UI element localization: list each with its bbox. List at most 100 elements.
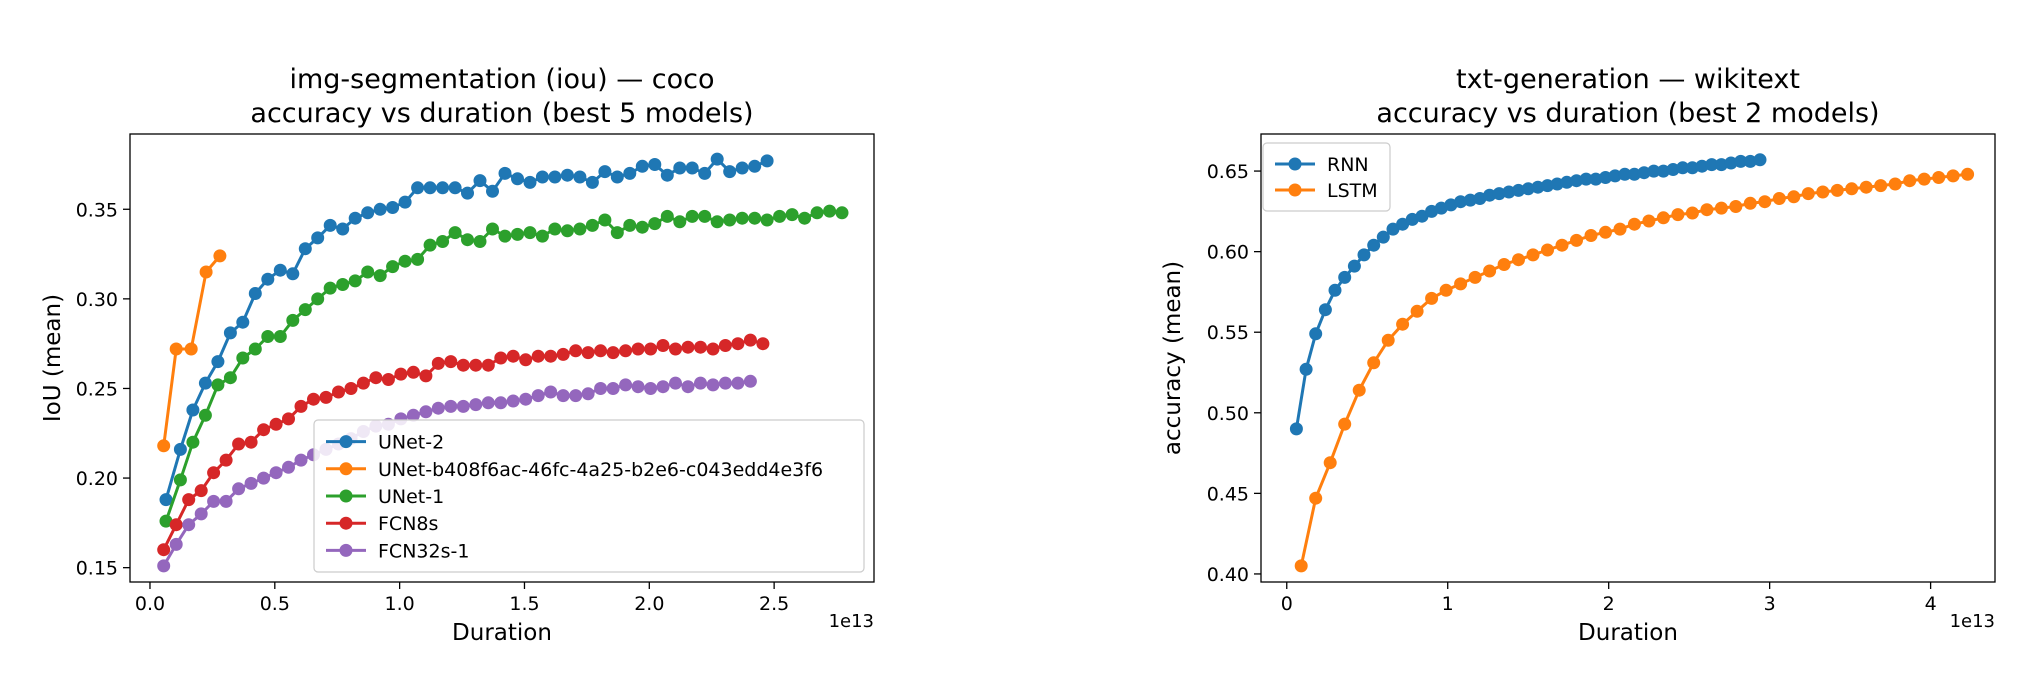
data-point: [556, 347, 570, 361]
data-point: [1642, 214, 1656, 228]
data-point: [1685, 206, 1699, 220]
data-point: [232, 437, 246, 451]
data-point: [436, 181, 450, 195]
data-point: [198, 408, 212, 422]
data-point: [1705, 158, 1719, 172]
data-point: [248, 287, 262, 300]
data-point: [756, 337, 770, 351]
legend-marker: [339, 462, 353, 476]
data-point: [548, 170, 562, 184]
data-point: [199, 265, 213, 279]
data-point: [473, 174, 487, 188]
data-point: [461, 233, 474, 247]
data-point: [261, 272, 275, 286]
data-point: [606, 382, 620, 395]
data-point: [1671, 208, 1685, 222]
data-point: [456, 358, 470, 372]
data-point: [548, 222, 562, 236]
data-point: [336, 278, 350, 291]
data-point: [182, 493, 196, 507]
data-point: [1589, 172, 1603, 186]
data-point: [731, 376, 745, 390]
data-point: [581, 346, 595, 360]
data-point: [294, 399, 308, 413]
data-point: [169, 537, 183, 551]
legend-box: [313, 419, 865, 573]
data-point: [194, 507, 208, 521]
data-point: [332, 385, 345, 399]
data-point: [319, 390, 333, 404]
x-tick-label: 4: [1925, 593, 1937, 615]
data-point: [1830, 183, 1844, 197]
series-layer: [157, 152, 849, 573]
series-line: [1299, 172, 1968, 567]
data-point: [710, 215, 724, 229]
data-point: [323, 218, 337, 232]
data-point: [1637, 166, 1651, 180]
data-point: [494, 396, 508, 410]
data-point: [456, 399, 470, 413]
data-point: [560, 224, 574, 238]
data-point: [1463, 193, 1477, 207]
data-point: [232, 482, 246, 496]
data-point: [743, 374, 757, 388]
legend-marker: [339, 435, 353, 449]
data-point: [623, 166, 637, 180]
data-point: [1439, 283, 1453, 297]
x-tick-label: 0: [1281, 593, 1293, 615]
legend-label: RNN: [1327, 154, 1369, 176]
data-point: [1753, 153, 1767, 167]
data-point: [623, 218, 637, 232]
data-point: [1714, 158, 1728, 172]
legend-label: LSTM: [1327, 180, 1378, 202]
data-point: [1454, 195, 1468, 209]
x-tick-label: 3: [1764, 593, 1776, 615]
data-point: [207, 466, 221, 480]
data-point: [1656, 164, 1670, 178]
data-point: [248, 342, 262, 356]
data-point: [186, 435, 200, 449]
data-point: [1932, 171, 1946, 184]
data-point: [656, 339, 670, 352]
data-point: [1352, 383, 1366, 397]
data-point: [1483, 188, 1497, 202]
y-tick-label: 0.55: [1207, 322, 1249, 344]
data-point: [1647, 164, 1661, 178]
data-point: [419, 405, 433, 419]
data-point: [469, 358, 483, 372]
data-point: [1917, 172, 1931, 186]
data-point: [406, 408, 420, 422]
x-offset-label: 1e13: [1950, 611, 1995, 632]
data-point: [169, 518, 183, 532]
data-point: [411, 252, 425, 266]
data-point: [1521, 182, 1535, 196]
data-point: [269, 466, 283, 480]
legend-label: UNet-2: [378, 432, 444, 454]
data-point: [1676, 161, 1690, 175]
data-point: [198, 376, 212, 390]
data-point: [718, 339, 732, 352]
data-point: [810, 206, 824, 220]
data-point: [323, 281, 337, 295]
x-tick-label: 2: [1603, 593, 1615, 615]
data-point: [219, 453, 233, 467]
data-point: [594, 382, 608, 395]
data-point: [157, 559, 171, 573]
data-point: [169, 342, 183, 356]
data-point: [598, 213, 612, 227]
data-point: [1685, 161, 1699, 175]
data-point: [159, 514, 173, 528]
data-point: [1502, 185, 1516, 199]
x-tick-label: 2.0: [634, 593, 664, 615]
data-point: [698, 209, 712, 223]
data-point: [760, 213, 774, 227]
data-point: [1410, 304, 1424, 318]
x-tick-label: 1: [1442, 593, 1454, 615]
data-point: [286, 267, 300, 281]
data-point: [1599, 225, 1612, 239]
data-point: [685, 209, 699, 223]
data-point: [261, 330, 275, 343]
data-point: [1570, 174, 1583, 188]
